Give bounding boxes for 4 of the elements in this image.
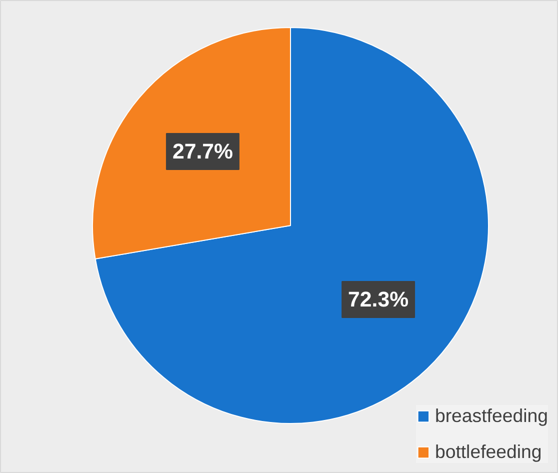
legend-label: breastfeeding <box>434 405 548 427</box>
data-label: 72.3% <box>348 288 409 312</box>
legend-label: bottlefeeding <box>434 441 542 463</box>
data-label: 27.7% <box>172 139 233 164</box>
